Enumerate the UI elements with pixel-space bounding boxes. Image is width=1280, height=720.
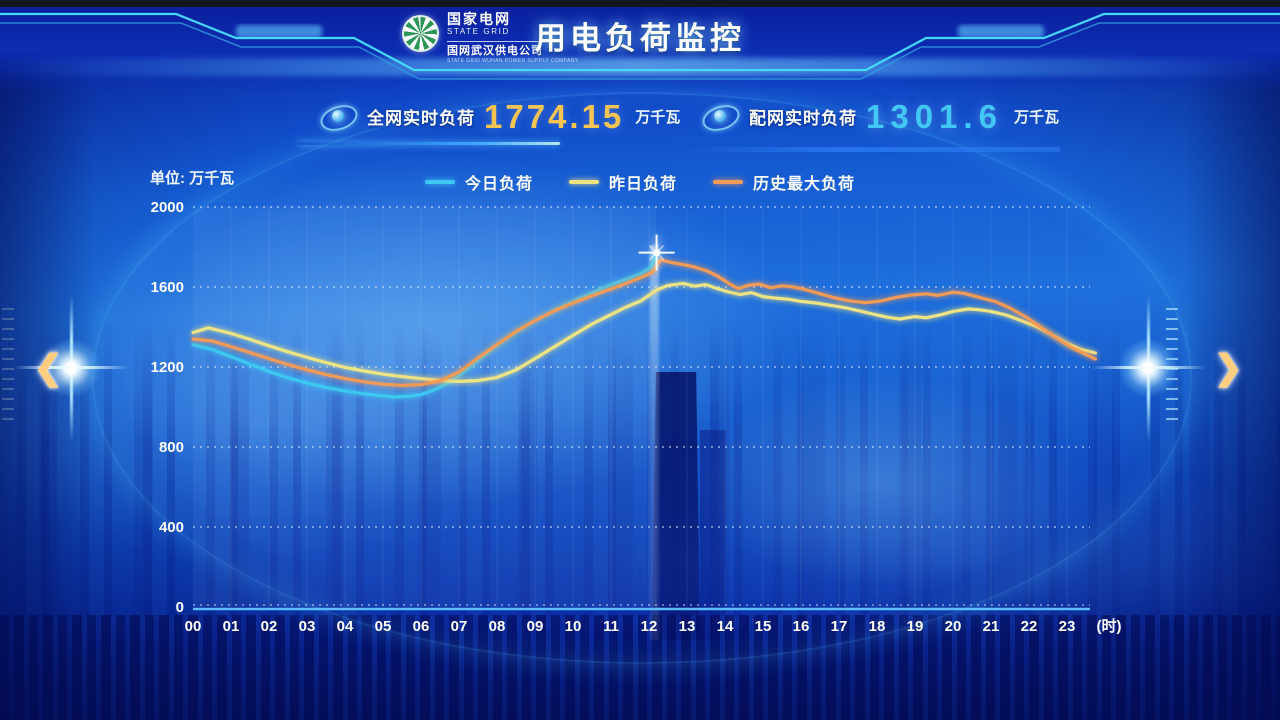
distribution-load-stat: 配网实时负荷 1301.6 万千瓦 xyxy=(700,96,1059,136)
left-flare xyxy=(14,323,129,413)
series-line-2 xyxy=(191,258,1098,387)
next-arrow-button[interactable]: ❯ xyxy=(1214,349,1243,387)
x-tick-22: 22 xyxy=(1021,618,1038,635)
y-tick-0: 0 xyxy=(176,599,184,616)
x-tick-06: 06 xyxy=(413,618,430,635)
left-edge-ruler-ticks xyxy=(2,308,14,426)
state-grid-emblem-icon xyxy=(402,15,439,52)
legend-item-today[interactable]: 今日负荷 xyxy=(424,170,533,194)
state-grid-logo: 国家电网 STATE GRID 国网武汉供电公司 STATE GRID WUHA… xyxy=(402,12,579,65)
x-tick-01: 01 xyxy=(223,618,240,635)
x-tick-17: 17 xyxy=(831,618,848,635)
stat-value: 1774.15 xyxy=(484,97,625,135)
x-tick-02: 02 xyxy=(261,618,278,635)
current-time-band xyxy=(650,245,659,640)
x-tick-21: 21 xyxy=(983,618,1000,635)
header-background xyxy=(0,0,1280,92)
y-tick-1200: 1200 xyxy=(151,359,184,376)
legend-label: 今日负荷 xyxy=(464,176,533,193)
elapsed-time-region xyxy=(193,207,656,607)
grid-load-stat: 全网实时负荷 1774.15 万千瓦 xyxy=(318,96,680,136)
page-title: 用电负荷监控 xyxy=(535,21,745,56)
x-tick-23: 23 xyxy=(1059,618,1076,635)
chart-legend: 今日负荷 昨日负荷 历史最大负荷 xyxy=(424,170,855,194)
header-glow-line xyxy=(0,58,1280,76)
x-tick-20: 20 xyxy=(945,618,962,635)
stat-underline xyxy=(298,142,560,145)
x-tick-15: 15 xyxy=(755,618,772,635)
legend-item-historical-max[interactable]: 历史最大负荷 xyxy=(713,170,855,194)
x-tick-05: 05 xyxy=(375,618,392,635)
logo-org-en: STATE GRID xyxy=(447,27,510,36)
x-tick-18: 18 xyxy=(869,618,886,635)
series-line-1 xyxy=(191,281,1098,383)
y-tick-400: 400 xyxy=(159,519,184,536)
x-tick-11: 11 xyxy=(603,618,619,635)
x-tick-04: 04 xyxy=(337,618,354,635)
x-tick-16: 16 xyxy=(793,618,810,635)
legend-label: 历史最大负荷 xyxy=(753,176,856,193)
x-tick-10: 10 xyxy=(565,618,582,635)
orbit-icon xyxy=(700,101,740,131)
legend-swatch-yesterday xyxy=(568,180,599,184)
x-tick-09: 09 xyxy=(527,618,544,635)
load-chart: 0 400 800 1200 1600 2000 00 01 02 03 04 05 06 07 08 09 1… xyxy=(140,192,1150,652)
load-chart-svg: 0 400 800 1200 1600 2000 00 01 02 03 04 05 06 07 08 09 1… xyxy=(151,199,1122,635)
legend-label: 昨日负荷 xyxy=(608,176,678,193)
logo-org-cn: 国家电网 xyxy=(447,11,511,27)
legend-item-yesterday[interactable]: 昨日负荷 xyxy=(568,170,678,194)
x-tick-13: 13 xyxy=(679,618,696,635)
stat-label: 配网实时负荷 xyxy=(749,108,857,128)
y-tick-1600: 1600 xyxy=(151,279,184,296)
x-tick-00: 00 xyxy=(185,618,202,635)
right-flare xyxy=(1091,323,1206,413)
logo-company-cn: 国网武汉供电公司 xyxy=(447,45,543,57)
stat-unit: 万千瓦 xyxy=(1013,108,1059,126)
orbit-icon xyxy=(318,101,358,131)
series-line-0 xyxy=(191,250,659,399)
x-axis-unit: (时) xyxy=(1097,618,1122,635)
x-tick-14: 14 xyxy=(717,618,734,635)
stat-label: 全网实时负荷 xyxy=(367,108,475,128)
x-tick-12: 12 xyxy=(641,618,658,635)
x-tick-07: 07 xyxy=(451,618,468,635)
legend-swatch-today xyxy=(424,180,455,184)
header-circuit-lines xyxy=(0,12,1280,80)
x-tick-19: 19 xyxy=(907,618,924,635)
y-tick-800: 800 xyxy=(159,439,184,456)
x-tick-08: 08 xyxy=(489,618,506,635)
stat-unit: 万千瓦 xyxy=(635,108,681,126)
x-tick-03: 03 xyxy=(299,618,316,635)
logo-company-en: STATE GRID WUHAN POWER SUPPLY COMPANY xyxy=(447,58,579,64)
stat-value: 1301.6 xyxy=(866,97,1003,135)
prev-arrow-button[interactable]: ❮ xyxy=(34,349,63,387)
y-tick-2000: 2000 xyxy=(151,199,184,216)
chart-unit-label: 单位: 万千瓦 xyxy=(150,170,235,187)
header-bar: 国家电网 STATE GRID 国网武汉供电公司 STATE GRID WUHA… xyxy=(0,0,1280,92)
legend-swatch-historical-max xyxy=(713,180,744,184)
logo-divider xyxy=(447,41,555,42)
stat-underline xyxy=(688,147,1060,152)
